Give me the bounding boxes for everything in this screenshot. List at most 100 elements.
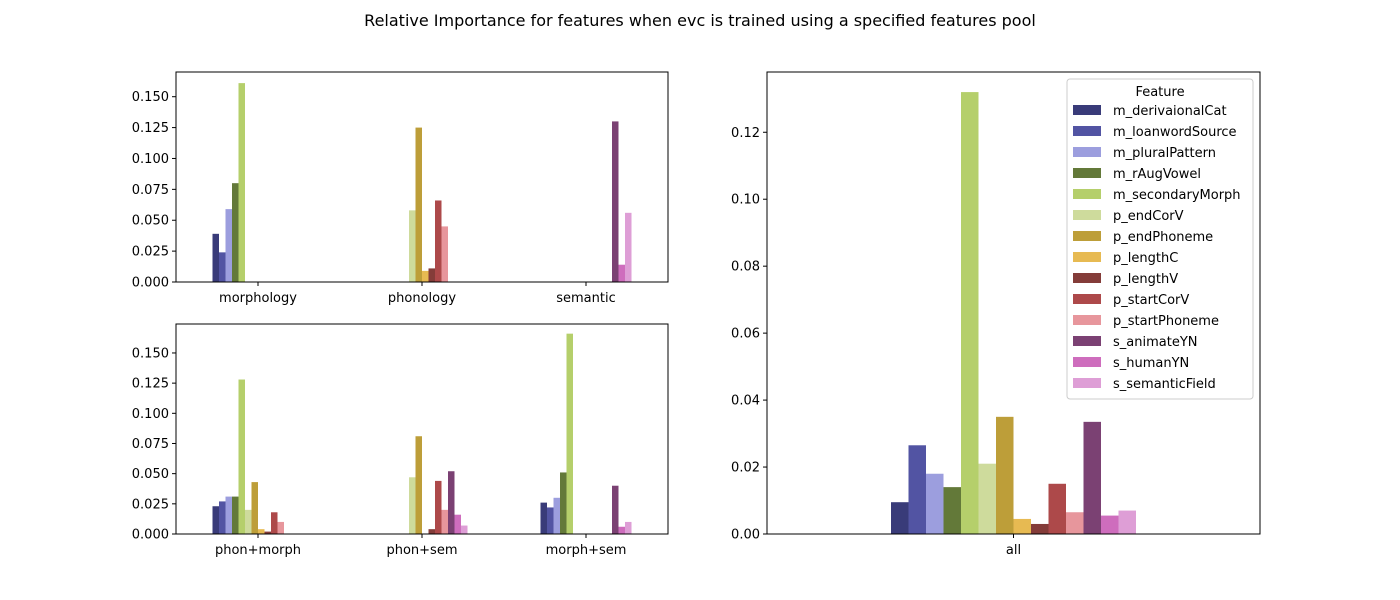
bar-semantic-s_humanYN xyxy=(618,264,625,282)
y-tick-label: 0.150 xyxy=(132,90,169,105)
legend-swatch-p_startCorV xyxy=(1073,294,1101,304)
axes-frame xyxy=(175,323,669,535)
bar-phon+sem-p_startCorV xyxy=(435,480,442,534)
x-tick-label: phonology xyxy=(388,291,456,306)
legend-swatch-m_pluralPattern xyxy=(1073,147,1101,157)
y-tick-label: 0.12 xyxy=(731,126,760,141)
legend-title: Feature xyxy=(1135,85,1184,100)
y-tick-label: 0.000 xyxy=(132,276,169,291)
bar-phonology-p_endPhoneme xyxy=(415,127,422,282)
y-tick-label: 0.02 xyxy=(731,461,760,476)
bar-phon+sem-p_endCorV xyxy=(409,477,416,534)
legend-label-p_startPhoneme: p_startPhoneme xyxy=(1113,314,1219,329)
x-tick-label: morph+sem xyxy=(546,543,627,558)
x-tick-label: morphology xyxy=(219,291,297,306)
legend-label-p_endPhoneme: p_endPhoneme xyxy=(1113,230,1213,245)
y-tick-label: 0.100 xyxy=(132,152,169,167)
bar-morph+sem-m_secondaryMorph xyxy=(566,333,573,534)
y-tick-label: 0.025 xyxy=(132,497,169,512)
bar-morphology-m_pluralPattern xyxy=(225,209,232,282)
bar-phon+morph-p_lengthV xyxy=(264,531,271,534)
bar-morph+sem-s_animateYN xyxy=(612,485,619,534)
legend-swatch-s_semanticField xyxy=(1073,378,1101,388)
legend-swatch-p_endCorV xyxy=(1073,210,1101,220)
legend-swatch-m_derivaionalCat xyxy=(1073,105,1101,115)
x-tick-label: phon+morph xyxy=(215,543,301,558)
bar-morph+sem-m_rAugVowel xyxy=(560,472,567,534)
y-tick-label: 0.100 xyxy=(132,407,169,422)
legend-swatch-p_lengthV xyxy=(1073,273,1101,283)
bar-all-m_loanwordSource xyxy=(908,445,926,534)
bar-phon+sem-p_startPhoneme xyxy=(441,509,448,534)
bar-phon+sem-s_semanticField xyxy=(461,525,468,534)
x-tick-label: phon+sem xyxy=(386,543,457,558)
panels: morphology phonology semantic 0.000 0.025 0.0… xyxy=(132,71,1261,558)
bar-all-p_lengthC xyxy=(1013,518,1031,534)
legend-label-s_humanYN: s_humanYN xyxy=(1113,356,1189,371)
chart-panel-right: all 0.00 0.02 0.04 0.06 0.08 0.10 0.12 xyxy=(731,71,1261,558)
bar-phon+morph-m_secondaryMorph xyxy=(238,379,245,534)
bar-all-s_semanticField xyxy=(1118,510,1136,534)
x-tick-label: semantic xyxy=(556,291,616,306)
bar-morphology-m_loanwordSource xyxy=(219,252,226,282)
legend-label-m_rAugVowel: m_rAugVowel xyxy=(1113,167,1201,182)
y-tick-label: 0.075 xyxy=(132,183,169,198)
chart-panel-top-left: morphology phonology semantic 0.000 0.025 0.0… xyxy=(132,71,669,306)
legend-box xyxy=(1066,78,1254,400)
bar-phon+morph-m_derivaionalCat xyxy=(212,506,219,534)
bar-all-p_startCorV xyxy=(1048,483,1066,534)
bar-phonology-p_endCorV xyxy=(409,210,416,282)
y-tick-label: 0.000 xyxy=(132,528,169,543)
bar-phonology-p_startPhoneme xyxy=(441,226,448,282)
y-tick-label: 0.10 xyxy=(731,193,760,208)
legend-label-p_startCorV: p_startCorV xyxy=(1113,293,1189,308)
y-tick-label: 0.125 xyxy=(132,377,169,392)
axes-frame xyxy=(175,71,669,283)
bar-morph+sem-m_pluralPattern xyxy=(553,497,560,534)
legend-swatch-m_loanwordSource xyxy=(1073,126,1101,136)
y-tick-label: 0.00 xyxy=(731,528,760,543)
bar-phon+sem-s_animateYN xyxy=(448,471,455,534)
bar-phon+sem-p_endPhoneme xyxy=(415,436,422,534)
bar-phonology-p_lengthC xyxy=(422,270,429,282)
bar-phonology-p_startCorV xyxy=(435,200,442,282)
bar-semantic-s_semanticField xyxy=(625,212,632,282)
y-tick-label: 0.075 xyxy=(132,437,169,452)
bar-all-s_animateYN xyxy=(1083,421,1101,534)
bar-phonology-p_lengthV xyxy=(428,268,435,282)
bar-all-m_secondaryMorph xyxy=(961,92,979,534)
bar-phon+morph-p_startPhoneme xyxy=(277,521,284,534)
legend-label-s_semanticField: s_semanticField xyxy=(1113,377,1216,392)
legend-swatch-p_endPhoneme xyxy=(1073,231,1101,241)
bar-all-p_lengthV xyxy=(1031,523,1049,534)
bar-semantic-s_animateYN xyxy=(612,121,619,282)
bar-all-p_endPhoneme xyxy=(996,416,1014,534)
bar-all-m_rAugVowel xyxy=(943,487,961,534)
legend-swatch-p_startPhoneme xyxy=(1073,315,1101,325)
bar-all-p_endCorV xyxy=(978,463,996,534)
legend-label-m_secondaryMorph: m_secondaryMorph xyxy=(1113,188,1241,203)
legend-label-m_pluralPattern: m_pluralPattern xyxy=(1113,146,1216,161)
legend-swatch-m_rAugVowel xyxy=(1073,168,1101,178)
bar-morphology-m_derivaionalCat xyxy=(212,233,219,282)
bar-phon+morph-m_loanwordSource xyxy=(219,501,226,534)
y-tick-label: 0.04 xyxy=(731,394,760,409)
figure-title: Relative Importance for features when ev… xyxy=(364,11,1036,30)
bar-phon+sem-s_humanYN xyxy=(454,514,461,534)
y-tick-label: 0.025 xyxy=(132,245,169,260)
x-tick-label: all xyxy=(1006,543,1021,558)
y-tick-label: 0.125 xyxy=(132,121,169,136)
chart-panel-bottom-left: phon+morph phon+sem morph+sem 0.000 0.025 0.0… xyxy=(132,323,669,558)
y-tick-label: 0.050 xyxy=(132,467,169,482)
bar-all-m_derivaionalCat xyxy=(891,502,909,534)
bar-phon+morph-p_lengthC xyxy=(258,529,265,534)
legend-swatch-m_secondaryMorph xyxy=(1073,189,1101,199)
y-tick-label: 0.08 xyxy=(731,260,760,275)
bar-morphology-m_secondaryMorph xyxy=(238,83,245,283)
y-tick-label: 0.150 xyxy=(132,346,169,361)
bar-morph+sem-m_derivaionalCat xyxy=(540,502,547,534)
legend-label-p_lengthC: p_lengthC xyxy=(1113,251,1178,266)
legend-swatch-s_humanYN xyxy=(1073,357,1101,367)
bar-morph+sem-m_loanwordSource xyxy=(547,507,554,534)
